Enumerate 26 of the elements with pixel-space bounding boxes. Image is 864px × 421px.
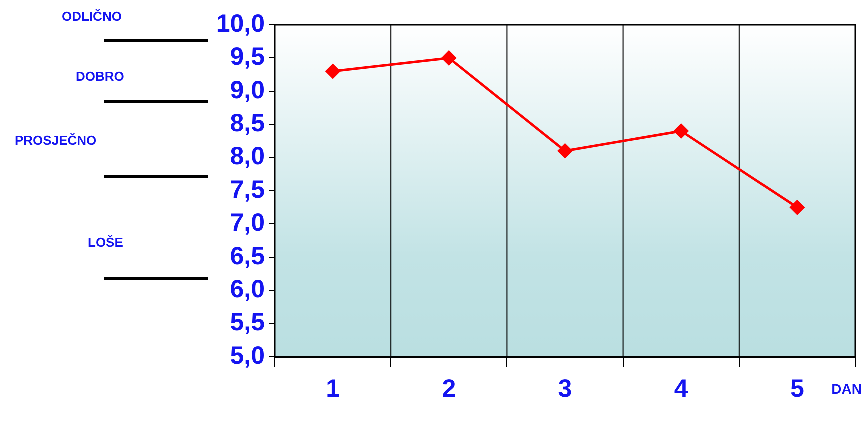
x-tick-label: 5 (790, 374, 804, 403)
text: LOŠE (88, 235, 124, 250)
y-tick-label: 8,0 (230, 142, 265, 171)
x-axis-title: DAN (832, 381, 862, 397)
x-tick-label: 2 (442, 374, 456, 403)
point (442, 50, 456, 66)
text: DOBRO (76, 69, 124, 84)
y-tick-label: 8,5 (230, 109, 266, 138)
y-tick-label: 7,0 (230, 209, 265, 238)
y-tick-label: 7,5 (230, 176, 266, 204)
text: PROSJEČNO (15, 133, 97, 148)
point (558, 144, 572, 158)
point (790, 200, 805, 215)
x-tick-label: 1 (326, 374, 340, 403)
y-tick-label: 10,0 (216, 10, 265, 38)
y-tick-label: 9,5 (230, 43, 266, 72)
y-tick-label: 5,5 (230, 308, 266, 337)
y-tick-label: 6,5 (230, 242, 266, 270)
x-tick-label: 3 (558, 374, 572, 403)
point (674, 124, 689, 138)
y-tick-label: 6,0 (230, 275, 265, 304)
text: ODLIČNO (62, 9, 122, 24)
point (326, 64, 340, 79)
y-tick-label: 5,0 (230, 342, 265, 370)
y-tick-label: 9,0 (230, 76, 265, 104)
x-tick-label: 4 (674, 374, 688, 403)
